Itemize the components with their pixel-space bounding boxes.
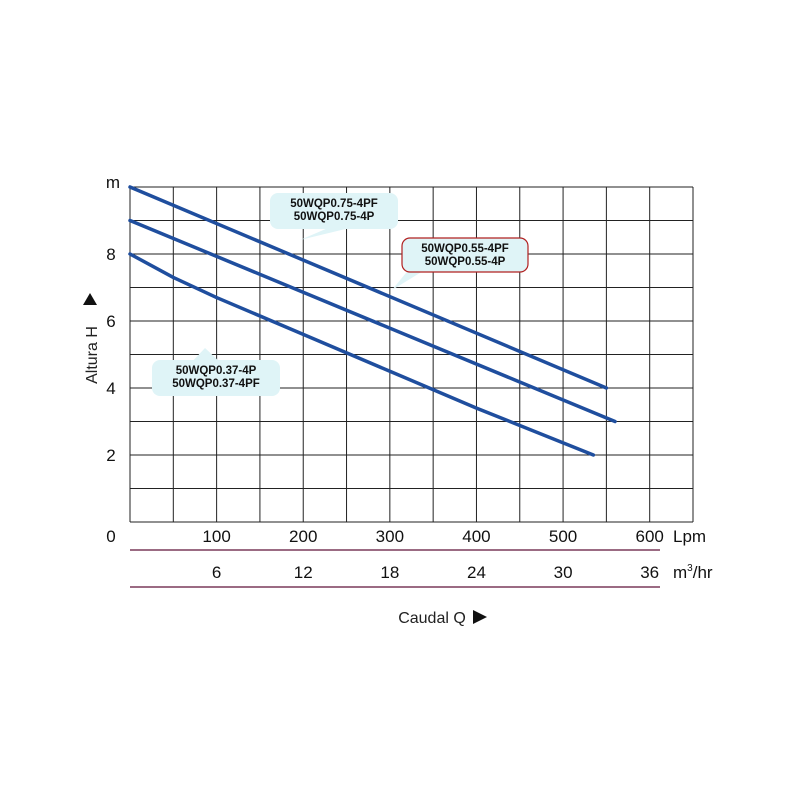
svg-text:Caudal Q: Caudal Q xyxy=(398,610,466,627)
x-tick-label: 200 xyxy=(289,527,317,546)
series-name-line: 50WQP0.55-4P xyxy=(425,256,506,268)
series-name-line: 50WQP0.37-4PF xyxy=(172,378,260,390)
x-tick-label-secondary: 36 xyxy=(640,563,659,582)
series-line-1 xyxy=(128,185,609,390)
x-tick-label-secondary: 12 xyxy=(294,563,313,582)
grid xyxy=(129,186,694,588)
series-name-line: 50WQP0.37-4P xyxy=(176,365,257,377)
label-pointer xyxy=(392,268,428,290)
label-box xyxy=(401,237,529,273)
x-tick-label: 100 xyxy=(202,527,230,546)
y-axis-title: Altura H xyxy=(83,293,101,384)
curves xyxy=(128,185,617,457)
x-tick-label-secondary: 6 xyxy=(212,563,221,582)
series-line-3 xyxy=(128,252,596,457)
y-tick-label: 4 xyxy=(106,379,115,398)
x-tick-label: 500 xyxy=(549,527,577,546)
y-tick-label: 2 xyxy=(106,446,115,465)
x-tick-label: 300 xyxy=(376,527,404,546)
x-axis-title: Caudal Q xyxy=(398,610,487,627)
x-tick-label-secondary: 24 xyxy=(467,563,486,582)
series-labels: 50WQP0.75-4PF50WQP0.75-4P50WQP0.55-4PF50… xyxy=(152,193,529,396)
series-name-line: 50WQP0.75-4P xyxy=(294,211,375,223)
series-name-line: 50WQP0.55-4PF xyxy=(421,243,509,255)
x-unit-secondary: m3/hr xyxy=(673,563,713,582)
label-box xyxy=(270,193,398,229)
x-tick-label: 0 xyxy=(106,527,115,546)
series-name-line: 50WQP0.75-4PF xyxy=(290,198,378,210)
svg-text:Altura H: Altura H xyxy=(84,326,101,384)
y-tick-label: 8 xyxy=(106,245,115,264)
arrow-up-icon xyxy=(83,293,97,305)
x-unit-primary: Lpm xyxy=(673,527,706,546)
x-tick-label-secondary: 18 xyxy=(380,563,399,582)
y-unit-label: m xyxy=(106,173,120,192)
label-box xyxy=(152,360,280,396)
x-tick-label: 400 xyxy=(462,527,490,546)
arrow-right-icon xyxy=(473,610,487,624)
y-tick-label: 6 xyxy=(106,312,115,331)
x-tick-label: 600 xyxy=(636,527,664,546)
series-line-2 xyxy=(128,218,617,424)
x-tick-label-secondary: 30 xyxy=(554,563,573,582)
